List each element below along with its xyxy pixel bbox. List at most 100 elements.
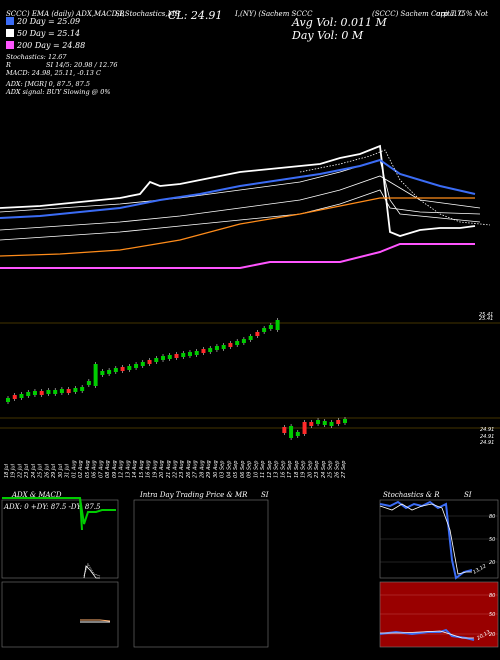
- adx-minus-line: [79, 497, 83, 531]
- adx-line: [83, 565, 100, 579]
- price-label-bottom: 24.91: [480, 427, 494, 433]
- ema20-line: [0, 158, 476, 219]
- candle-body: [86, 381, 91, 385]
- x-tick-label: 30 Aug: [213, 460, 219, 478]
- candle-body: [66, 389, 71, 393]
- avg-volume: Avg Vol: 0.011 M: [292, 16, 387, 29]
- candle-body: [154, 358, 159, 362]
- intra-panel-title-2: SI: [261, 491, 269, 499]
- candle-body: [39, 391, 44, 395]
- legend-ema50: 50 Day = 25.14: [6, 29, 80, 38]
- x-tick-label: 23 Aug: [179, 460, 185, 478]
- candle-body: [174, 354, 179, 358]
- x-tick-label: 06 Sep: [240, 461, 246, 478]
- candle-body: [194, 351, 199, 355]
- symbol-header: (SCCC) Sachem Capital C: [372, 10, 465, 18]
- candle-body: [208, 348, 213, 352]
- x-tick-label: 16 Sep: [280, 461, 286, 478]
- x-tick-label: 21 Aug: [166, 460, 172, 478]
- candle-body: [53, 390, 58, 394]
- candle-body: [255, 332, 260, 336]
- legend-ema20: 20 Day = 25.09: [6, 17, 80, 26]
- rsi-panel: [379, 581, 499, 648]
- x-tick-label: 10 Sep: [253, 461, 259, 478]
- adx-readout: ADX: [MGR] 0, 87.5, 87.5: [6, 80, 91, 88]
- x-tick-label: 17 Sep: [287, 461, 293, 478]
- exchange-header: I,(NY) (Sachem SCCC: [235, 10, 313, 18]
- x-tick-label: 23 Jul: [24, 463, 30, 478]
- rsi-level-label: 20: [489, 632, 495, 638]
- candle-body: [187, 352, 192, 356]
- candle-body: [228, 343, 233, 347]
- candle-body: [113, 368, 118, 372]
- rsi-signal-line: [380, 630, 474, 639]
- price-chart: 18 Jul 19 Jul 22 Jul 23 Jul 24 Jul 25 Jul 26 J…: [0, 144, 500, 478]
- candle-body: [241, 339, 246, 343]
- candle-body: [248, 336, 253, 340]
- candle-body: [147, 360, 152, 364]
- horizontal-lines: [0, 322, 500, 429]
- candle-body: [6, 398, 10, 402]
- stoch-header: SI,Stochastics,MR: [115, 10, 181, 18]
- adx-line-2: [83, 563, 101, 577]
- x-tick-label: 24 Sep: [321, 461, 327, 478]
- x-tick-label: 03 Sep: [220, 461, 226, 478]
- x-tick-label: 12 Sep: [267, 461, 273, 478]
- adx-panel-readout: ADX: 0 +DY: 87.5 -DY: 87.5: [3, 503, 101, 511]
- ema50-line: [0, 144, 476, 237]
- stochastics-panel: [379, 499, 499, 579]
- rsi-level-label: 50: [489, 612, 495, 618]
- x-tick-label: 13 Aug: [125, 460, 131, 478]
- stoch-panel-title: Stochastics & R: [383, 491, 440, 499]
- candle-body: [107, 370, 112, 374]
- x-tick-label: 20 Sep: [307, 461, 313, 478]
- candle-body: [262, 328, 267, 332]
- legend-label: 20 Day = 25.09: [17, 17, 81, 26]
- stoch-level-label: 80: [489, 514, 495, 520]
- x-tick-label: 12 Aug: [119, 460, 125, 478]
- x-tick-label: 02 Aug: [78, 460, 84, 478]
- ema200-line: [0, 243, 475, 269]
- x-tick-label: 15 Aug: [139, 460, 145, 478]
- ema-header: SCCC) EMA (daily) ADX,MACD,B: [6, 10, 125, 18]
- candle-body: [80, 387, 85, 391]
- x-tick-label: 19 Jul: [11, 463, 17, 478]
- symbol-header-cont: orp 7.75% Not: [436, 10, 488, 18]
- legend-ema200: 200 Day = 24.88: [6, 41, 85, 50]
- x-tick-label: 28 Aug: [199, 460, 205, 478]
- x-tick-label: 30 Jul: [58, 463, 64, 478]
- close-price: CL: 24.91: [168, 9, 223, 22]
- x-tick-label: 19 Aug: [152, 460, 158, 478]
- x-tick-label: 01 Aug: [71, 460, 77, 478]
- candle-body: [309, 422, 314, 426]
- rsi-level-label: 80: [489, 593, 495, 599]
- candle-body: [167, 355, 172, 359]
- candle-body: [343, 419, 347, 423]
- x-tick-label: 07 Aug: [98, 460, 104, 478]
- legend-label: 50 Day = 25.14: [17, 29, 81, 38]
- price-label-bottom: 24.91: [480, 440, 494, 446]
- macd-panel: [1, 581, 119, 648]
- x-tick-label: 05 Sep: [233, 461, 239, 478]
- candle-body: [316, 420, 321, 424]
- stochastics-readout: Stochastics: 12.67: [6, 53, 67, 61]
- legend-swatch: [6, 17, 14, 25]
- candle-body: [127, 366, 132, 370]
- intra-panel-title: Intra Day Trading Price & MR: [140, 491, 248, 499]
- candle-body: [161, 356, 166, 360]
- x-tick-label: 13 Sep: [274, 461, 280, 478]
- candle-body: [181, 353, 186, 357]
- candle-body: [214, 346, 219, 350]
- stoch-k-line: [379, 500, 473, 580]
- x-tick-label: 23 Sep: [314, 461, 320, 478]
- x-tick-label: 29 Jul: [51, 463, 57, 478]
- x-tick-label: 31 Jul: [65, 463, 71, 478]
- band-mid-line: [0, 175, 481, 231]
- candle-body: [120, 367, 125, 371]
- stoch-tag: 13,12: [472, 563, 487, 575]
- x-tick-label: 19 Sep: [301, 461, 307, 478]
- candle-body: [73, 388, 78, 392]
- rsi-line: [379, 628, 475, 641]
- legend-label: 200 Day = 24.88: [17, 41, 86, 50]
- x-tick-label: 06 Aug: [92, 460, 98, 478]
